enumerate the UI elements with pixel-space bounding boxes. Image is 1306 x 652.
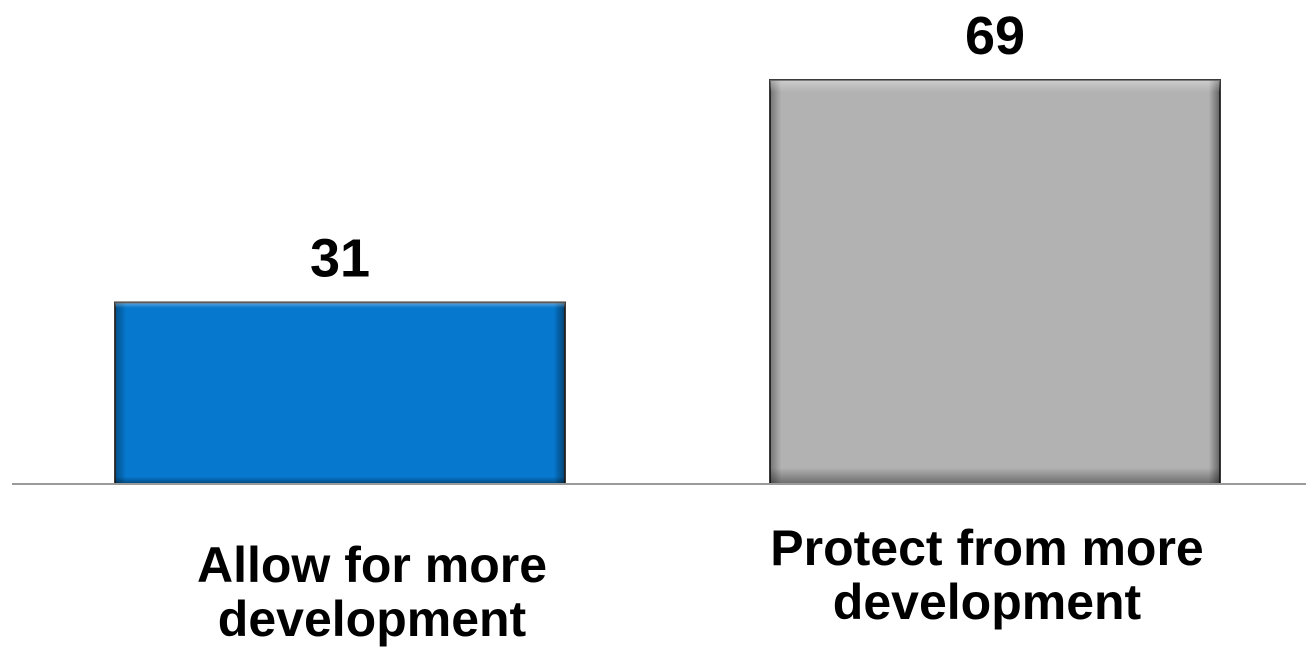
bars-layer: [114, 79, 1221, 486]
category-label-1-line-1: Allow for more: [197, 537, 547, 593]
bar-2: [769, 79, 1221, 485]
category-label-1-line-2: development: [218, 591, 527, 647]
data-label-2: 69: [965, 6, 1025, 66]
category-label-2-line-1: Protect from more: [770, 520, 1203, 576]
bar-bevel-v: [115, 302, 565, 484]
bar-1: [114, 301, 566, 486]
category-label-2-line-2: development: [833, 574, 1142, 630]
data-label-1: 31: [310, 228, 370, 288]
bar-bevel-v: [770, 80, 1220, 484]
